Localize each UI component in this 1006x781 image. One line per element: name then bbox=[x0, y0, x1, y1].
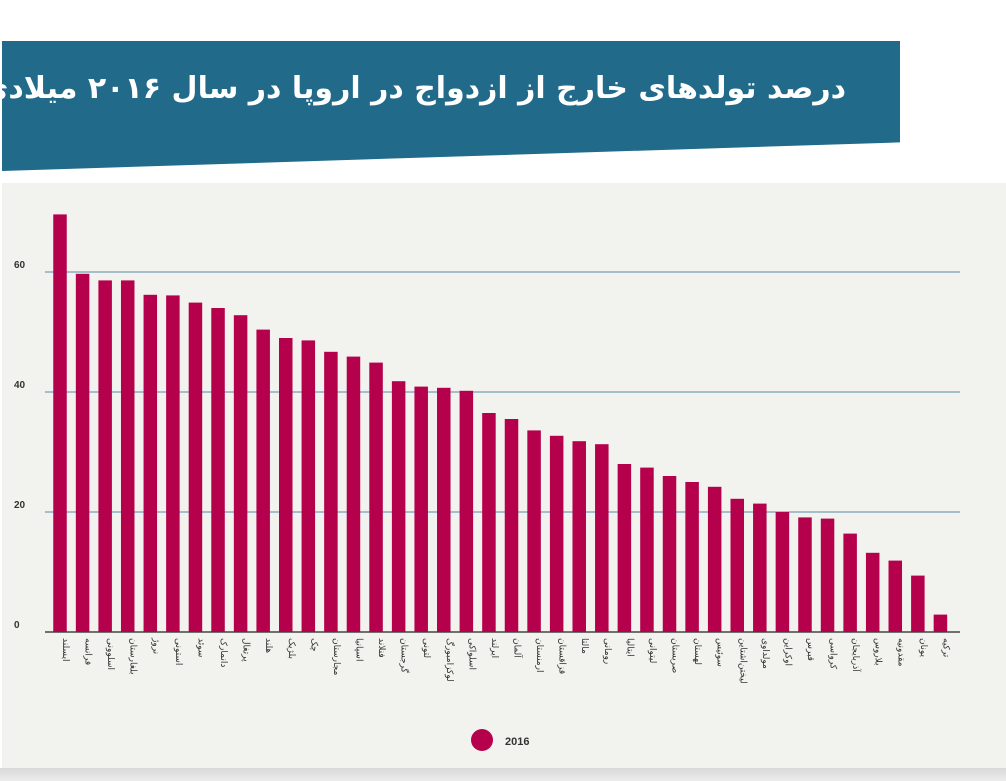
category-label: نروژ bbox=[150, 637, 160, 654]
bar bbox=[504, 419, 519, 632]
category-label: آذربایجان bbox=[850, 638, 862, 672]
category-label: چک bbox=[308, 638, 318, 652]
title-banner: درصد تولدهای خارج از ازدواج در اروپا در … bbox=[2, 41, 900, 171]
bar bbox=[98, 280, 112, 632]
bar bbox=[820, 518, 835, 632]
bar bbox=[933, 614, 948, 632]
category-label: آلمان bbox=[512, 638, 524, 658]
bar bbox=[685, 482, 699, 632]
legend-label: 2016 bbox=[505, 736, 529, 748]
bar bbox=[166, 295, 180, 632]
bar bbox=[775, 512, 790, 632]
legend-marker bbox=[471, 729, 493, 751]
y-tick-label: 20 bbox=[14, 500, 26, 511]
category-label: لهستان bbox=[692, 638, 702, 665]
bar bbox=[640, 467, 654, 632]
bar bbox=[324, 351, 338, 632]
category-label: مالتا bbox=[579, 638, 589, 654]
category-label: اسلواکی bbox=[466, 638, 476, 670]
category-label: ارمنستان bbox=[534, 638, 544, 672]
chart-title: درصد تولدهای خارج از ازدواج در اروپا در … bbox=[2, 71, 846, 106]
y-tick-label: 0 bbox=[14, 620, 20, 631]
bar bbox=[75, 273, 90, 632]
category-label: ایرلند bbox=[489, 638, 499, 658]
category-label: سوئد bbox=[195, 638, 205, 657]
category-label: کرواسی bbox=[828, 638, 838, 670]
category-label: قبرس bbox=[805, 638, 815, 661]
bar bbox=[730, 498, 744, 632]
bar bbox=[572, 441, 586, 632]
bar bbox=[753, 503, 767, 632]
category-label: مولداوی bbox=[760, 638, 770, 669]
bar bbox=[188, 302, 203, 632]
bar bbox=[662, 476, 677, 632]
y-tick-label: 60 bbox=[14, 260, 26, 271]
category-label: یونان bbox=[918, 638, 928, 658]
category-label: سوئیس bbox=[715, 638, 725, 667]
bar bbox=[256, 329, 270, 632]
category-label: اوکراین bbox=[782, 638, 792, 666]
bar bbox=[549, 435, 564, 632]
category-label: دانمارک bbox=[218, 638, 229, 667]
category-label: مجارستان bbox=[331, 638, 341, 676]
bar bbox=[369, 362, 383, 632]
bar bbox=[346, 356, 361, 632]
category-label: گرجستان bbox=[399, 638, 411, 674]
bar bbox=[888, 560, 903, 632]
bar bbox=[911, 575, 925, 632]
bar bbox=[865, 552, 880, 632]
bar bbox=[437, 387, 451, 632]
category-label: استونی bbox=[173, 638, 183, 665]
category-label: اسلوونی bbox=[105, 638, 115, 670]
bar bbox=[707, 486, 722, 632]
category-label: اسپانیا bbox=[353, 638, 363, 661]
bar bbox=[391, 381, 406, 632]
category-label: فنلاند bbox=[376, 638, 386, 658]
category-label: قزاقستان bbox=[557, 638, 567, 674]
category-label: بلژیک bbox=[286, 638, 296, 659]
category-label: لوکزامبورگ bbox=[444, 638, 456, 682]
bar bbox=[843, 533, 857, 632]
category-label: لیختن‌اشتاین bbox=[737, 638, 747, 684]
bar bbox=[143, 294, 158, 632]
bar bbox=[595, 444, 609, 632]
category-label: بلغارستان bbox=[128, 638, 138, 675]
bar bbox=[120, 280, 135, 632]
category-label: هلند bbox=[263, 638, 273, 653]
bar bbox=[301, 340, 316, 632]
bar bbox=[414, 386, 428, 632]
y-tick-label: 40 bbox=[14, 380, 26, 391]
bar bbox=[798, 517, 812, 632]
bar bbox=[233, 315, 248, 632]
bar bbox=[482, 413, 496, 632]
category-label: فرانسه bbox=[83, 638, 93, 665]
bar bbox=[459, 390, 474, 632]
bottom-strip bbox=[0, 768, 1006, 781]
category-label: ایسلند bbox=[60, 638, 70, 661]
category-label: پرتغال bbox=[241, 638, 251, 662]
bar bbox=[527, 430, 541, 632]
category-label: صربستان bbox=[670, 638, 680, 673]
bar bbox=[279, 338, 293, 632]
category-label: لیتوانی bbox=[647, 638, 657, 663]
category-label: بلاروس bbox=[873, 638, 883, 666]
category-label: ایتالیا bbox=[624, 638, 634, 657]
category-label: ترکیه bbox=[940, 638, 950, 658]
category-label: رومانی bbox=[602, 638, 612, 664]
category-label: لتونی bbox=[421, 638, 431, 658]
bar bbox=[211, 308, 225, 632]
bar bbox=[617, 464, 632, 632]
bar bbox=[53, 214, 67, 632]
category-label: مقدونیه bbox=[895, 638, 905, 667]
